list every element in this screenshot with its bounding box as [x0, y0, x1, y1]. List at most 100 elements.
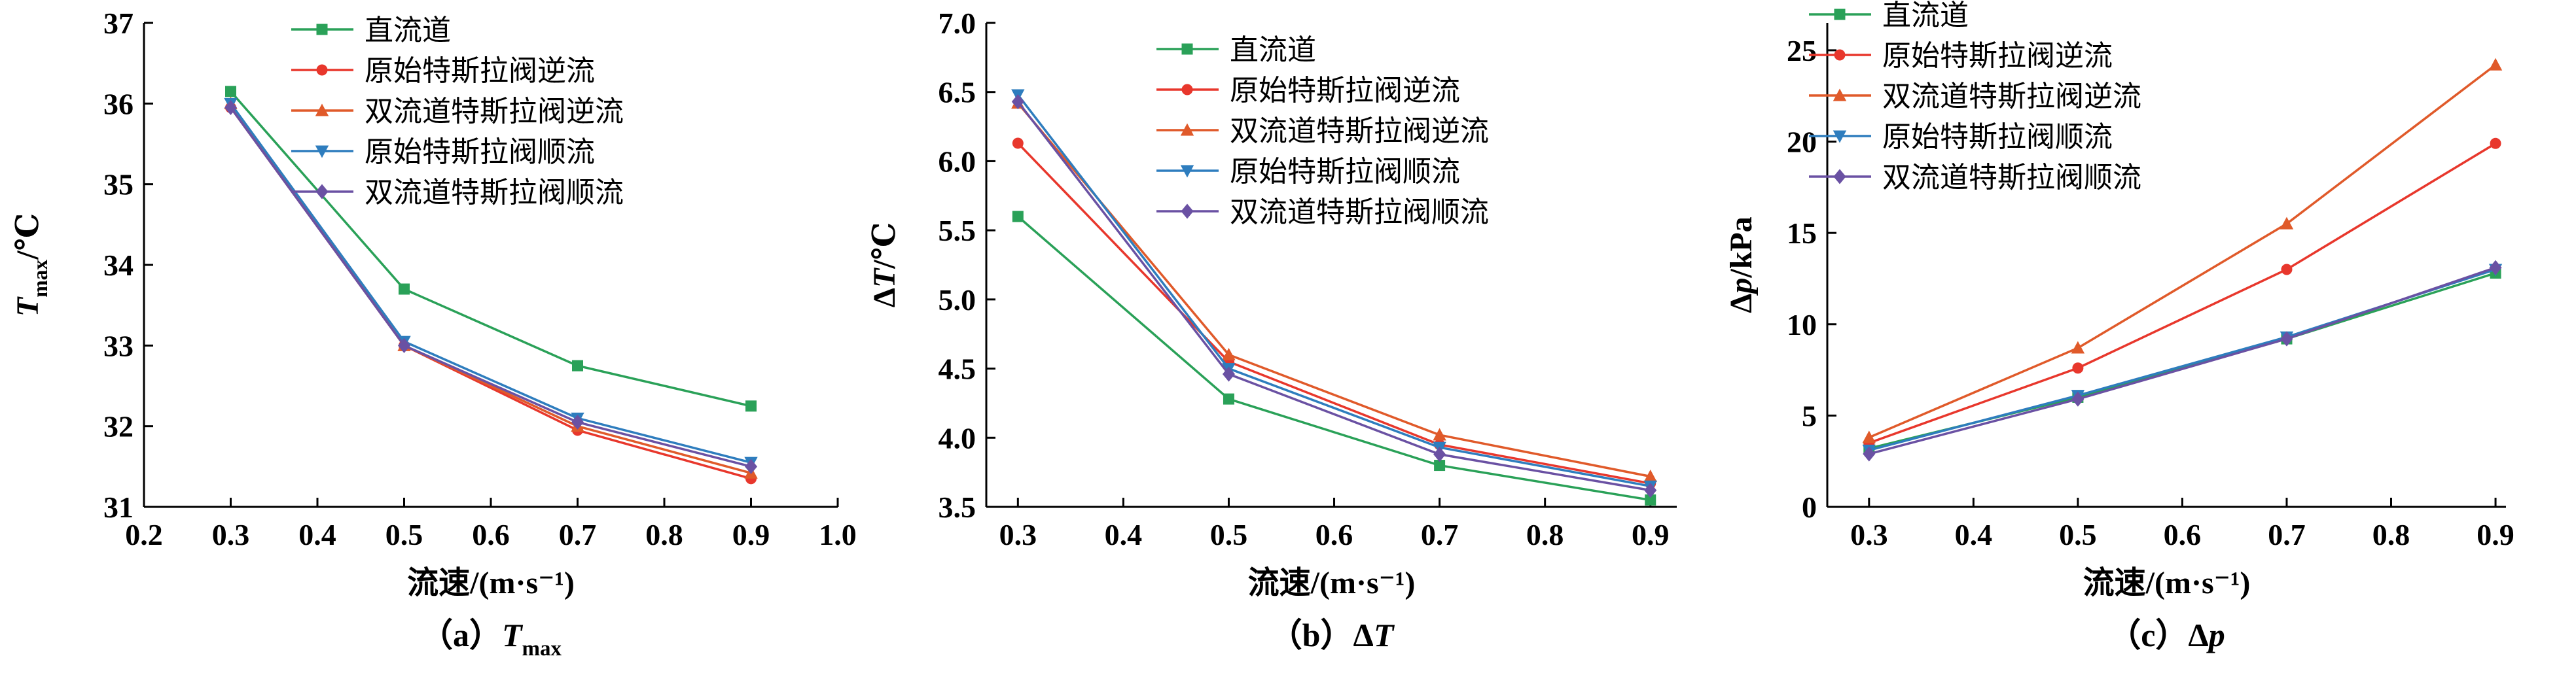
- x-tick-label: 0.9: [1632, 518, 1670, 551]
- marker-square: [1012, 211, 1024, 222]
- series-line: [1017, 142, 1651, 485]
- x-axis-title: 流速/(m·s⁻¹): [407, 566, 575, 600]
- marker-diamond: [2280, 331, 2293, 347]
- series-line: [1016, 101, 1651, 492]
- marker-circle: [316, 64, 328, 76]
- y-axis-title: Tmax/℃: [10, 213, 52, 317]
- marker-diamond: [397, 337, 411, 353]
- marker-triangle-down: [315, 145, 329, 158]
- panel-caption: （b）ΔT: [1270, 617, 1395, 653]
- series-4: [1011, 94, 1657, 498]
- y-tick-label: 32: [103, 410, 134, 443]
- marker-triangle-up: [315, 103, 329, 116]
- marker-diamond: [2489, 260, 2502, 275]
- x-tick-label: 0.3: [212, 518, 250, 551]
- x-axis-title: 流速/(m·s⁻¹): [1248, 566, 1416, 600]
- y-tick-label: 37: [103, 7, 134, 40]
- y-tick-label: 5.5: [939, 214, 976, 247]
- legend-label: 直流道: [1230, 34, 1316, 66]
- legend-label: 原始特斯拉阀顺流: [1230, 156, 1460, 188]
- y-tick-label: 4.0: [939, 421, 976, 455]
- legend-label: 双流道特斯拉阀逆流: [1882, 80, 2141, 112]
- legend-label: 双流道特斯拉阀顺流: [365, 177, 624, 209]
- marker-circle: [1012, 137, 1024, 149]
- series-line: [230, 103, 751, 474]
- y-tick-label: 6.0: [939, 145, 976, 178]
- marker-square: [572, 360, 583, 371]
- marker-square: [225, 86, 236, 97]
- marker-triangle-down: [1180, 165, 1194, 178]
- y-tick-label: 5: [1802, 399, 1817, 432]
- marker-square: [1223, 393, 1234, 405]
- marker-circle: [2490, 137, 2501, 149]
- x-axis-title: 流速/(m·s⁻¹): [2083, 566, 2251, 600]
- marker-square: [316, 24, 328, 35]
- x-tick-label: 0.9: [2477, 518, 2514, 551]
- y-tick-label: 31: [103, 491, 134, 524]
- y-tick-label: 20: [1787, 126, 1817, 159]
- x-tick-label: 1.0: [819, 518, 857, 551]
- x-tick-label: 0.9: [732, 518, 770, 551]
- marker-diamond: [315, 184, 329, 199]
- marker-triangle-up: [1833, 88, 1847, 101]
- marker-triangle-up: [1222, 347, 1236, 360]
- marker-diamond: [1181, 203, 1194, 219]
- legend-label: 直流道: [365, 14, 451, 46]
- marker-triangle-up: [1180, 123, 1194, 136]
- marker-triangle-up: [2280, 216, 2294, 230]
- y-axis-title: ΔT/℃: [867, 222, 902, 307]
- series-2: [1011, 96, 1657, 482]
- y-axis-title: Δp/kPa: [1724, 216, 1759, 313]
- legend-label: 原始特斯拉阀顺流: [365, 136, 595, 168]
- marker-diamond: [224, 99, 238, 116]
- x-tick-label: 0.4: [1105, 518, 1143, 551]
- x-tick-label: 0.4: [1955, 518, 1993, 551]
- marker-diamond: [2071, 391, 2084, 407]
- series-1: [1012, 137, 1656, 489]
- series-line: [1016, 94, 1651, 488]
- legend-label: 原始特斯拉阀逆流: [1882, 40, 2113, 72]
- x-tick-label: 0.5: [1210, 518, 1248, 551]
- legend-label: 双流道特斯拉阀逆流: [365, 95, 624, 128]
- x-tick-label: 0.3: [1850, 518, 1888, 551]
- y-tick-label: 3.5: [939, 491, 976, 524]
- y-tick-label: 15: [1787, 216, 1817, 250]
- y-tick-label: 0: [1802, 491, 1817, 524]
- x-tick-label: 0.2: [125, 518, 163, 551]
- y-tick-label: 34: [103, 249, 134, 282]
- marker-triangle-up: [1643, 469, 1657, 482]
- series-line: [230, 107, 751, 468]
- x-tick-label: 0.8: [1526, 518, 1564, 551]
- series-line: [1869, 268, 2496, 452]
- series-3: [1862, 264, 2503, 457]
- x-tick-label: 0.8: [645, 518, 683, 551]
- y-tick-label: 4.5: [939, 353, 976, 386]
- legend-label: 原始特斯拉阀顺流: [1882, 121, 2113, 153]
- panel-caption: （a）Tmax: [420, 617, 562, 661]
- x-tick-label: 0.5: [385, 518, 423, 551]
- marker-diamond: [1833, 169, 1846, 184]
- x-tick-label: 0.7: [559, 518, 597, 551]
- legend-label: 原始特斯拉阀逆流: [1230, 75, 1460, 107]
- legend-label: 双流道特斯拉阀顺流: [1230, 196, 1489, 228]
- x-tick-label: 0.7: [1421, 518, 1459, 551]
- marker-square: [1434, 460, 1446, 472]
- series-line: [1017, 215, 1651, 502]
- chart-b-delta-t: 0.3 0.4 0.5 0.6 0.7 0.8 0.9 3.5 4.0 4.5 5.0 5.5 6.0 6…: [859, 0, 1717, 673]
- series-0: [225, 86, 757, 412]
- series-line: [230, 103, 751, 464]
- marker-square: [1645, 494, 1656, 506]
- marker-square: [745, 400, 757, 412]
- marker-square: [1181, 43, 1193, 55]
- series-line: [1869, 63, 2497, 439]
- marker-diamond: [1222, 366, 1235, 382]
- marker-diamond: [744, 458, 758, 474]
- y-tick-label: 6.5: [939, 76, 976, 109]
- marker-diamond: [1644, 483, 1657, 498]
- y-tick-label: 25: [1787, 34, 1817, 67]
- chart-c-delta-p: 0.3 0.4 0.5 0.6 0.7 0.8 0.9 0 5 10 15 20 25 流速/(m·s⁻¹…: [1717, 0, 2576, 673]
- legend-label: 直流道: [1882, 0, 1969, 31]
